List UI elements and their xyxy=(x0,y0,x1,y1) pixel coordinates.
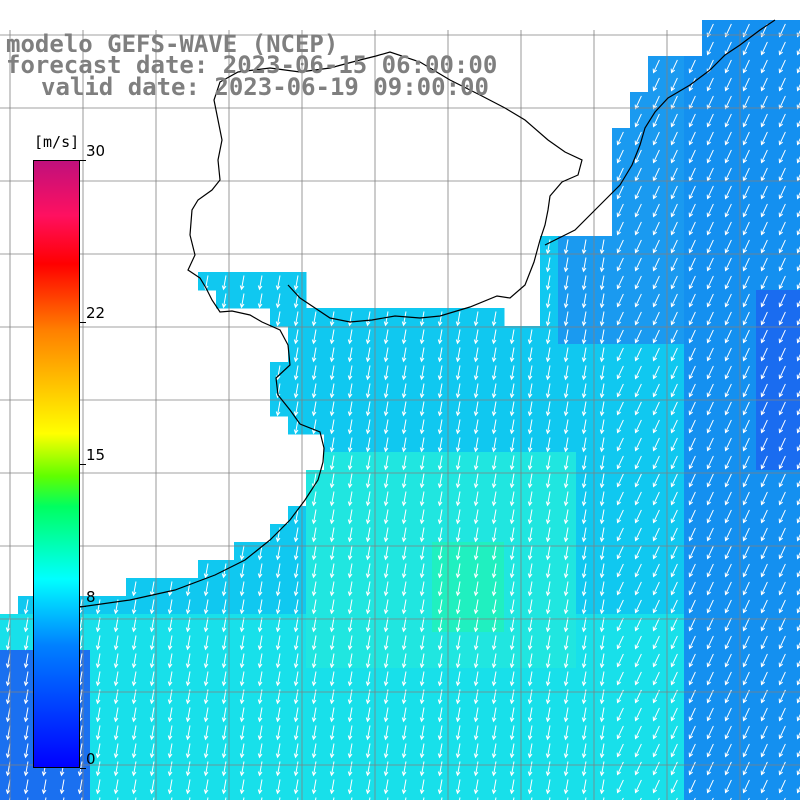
wind-arrows xyxy=(5,23,800,800)
wind-speed-field xyxy=(0,20,800,800)
colorbar-tick-label: 0 xyxy=(86,750,96,768)
colorbar-tick xyxy=(80,322,86,324)
colorbar-tick xyxy=(80,768,86,769)
valid-date: valid date: 2023-06-19 09:00:00 xyxy=(41,73,489,101)
colorbar-tick-label: 8 xyxy=(86,587,96,606)
colorbar-unit: [m/s] xyxy=(34,133,80,151)
coastline xyxy=(79,19,776,608)
colorbar-tick-label: 22 xyxy=(86,304,106,323)
colorbar-tick-label: 30 xyxy=(86,142,106,160)
colorbar-tick xyxy=(80,160,86,161)
model-title: modelo GEFS-WAVE (NCEP) xyxy=(6,30,339,58)
colorbar-tick-label: 15 xyxy=(86,446,106,464)
colorbar-tick xyxy=(80,464,86,465)
colorbar xyxy=(33,160,80,768)
forecast-date: forecast date: 2023-06-15 06:00:00 xyxy=(6,51,498,79)
lat-lon-grid xyxy=(0,30,800,800)
colorbar-tick xyxy=(80,605,86,607)
